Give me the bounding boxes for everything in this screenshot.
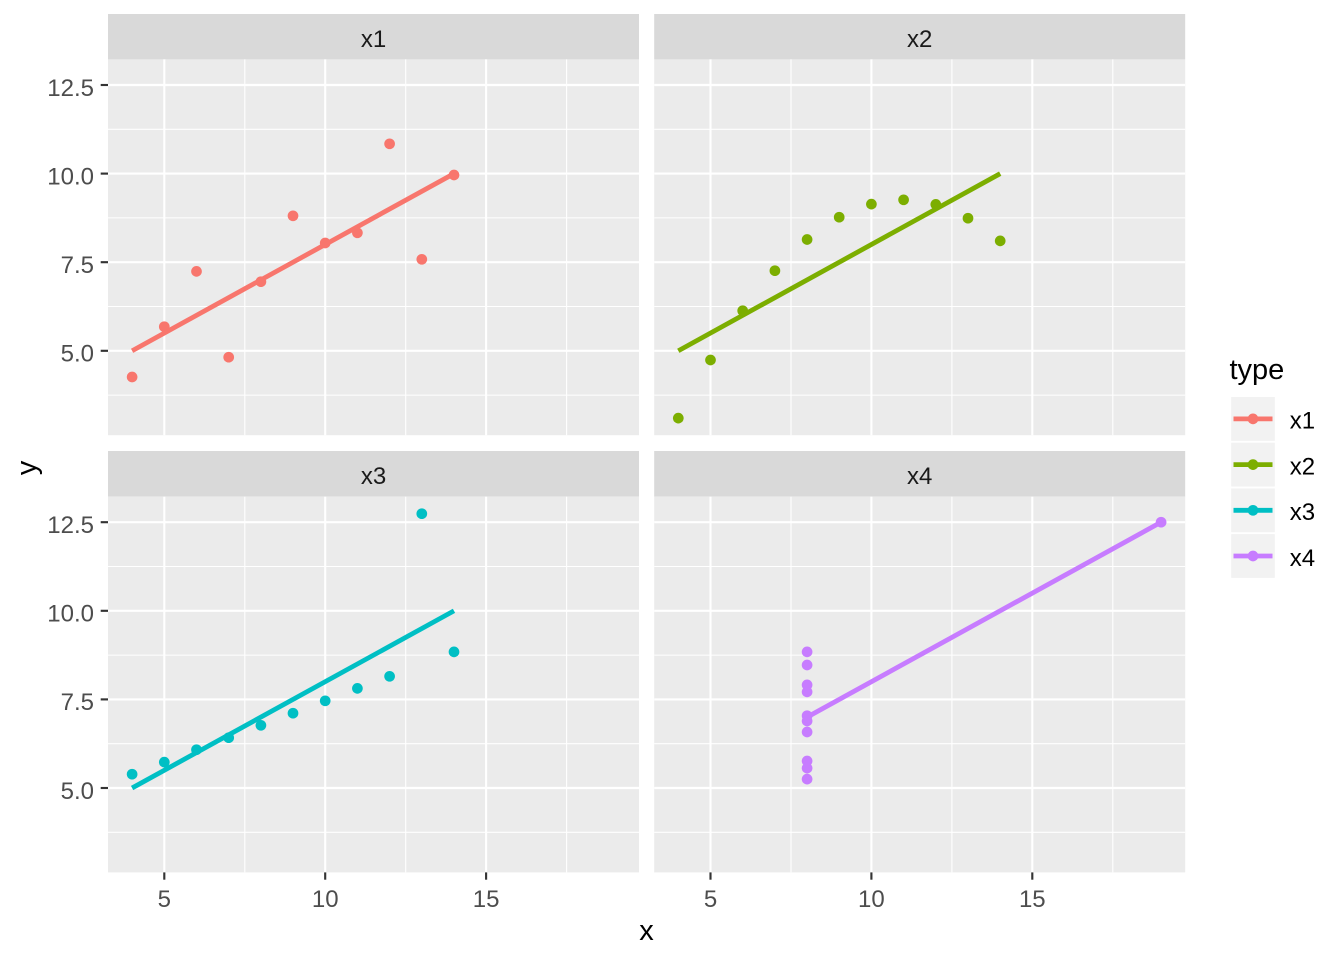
svg-text:10.0: 10.0 — [47, 163, 94, 190]
svg-text:10.0: 10.0 — [47, 601, 94, 628]
svg-text:type: type — [1230, 354, 1285, 386]
svg-text:15: 15 — [473, 886, 500, 913]
svg-text:12.5: 12.5 — [47, 75, 94, 102]
svg-text:10: 10 — [858, 886, 885, 913]
svg-text:y: y — [11, 460, 43, 475]
svg-text:x1: x1 — [1290, 408, 1315, 435]
svg-text:x3: x3 — [1290, 499, 1315, 526]
svg-text:x: x — [639, 915, 654, 947]
svg-text:5: 5 — [704, 886, 717, 913]
svg-text:5.0: 5.0 — [61, 341, 94, 368]
svg-text:x1: x1 — [361, 26, 386, 53]
svg-text:x2: x2 — [1290, 453, 1315, 480]
svg-text:15: 15 — [1019, 886, 1046, 913]
svg-text:x4: x4 — [1290, 545, 1315, 572]
svg-text:x3: x3 — [361, 463, 386, 490]
svg-text:12.5: 12.5 — [47, 512, 94, 539]
svg-text:7.5: 7.5 — [61, 252, 94, 279]
svg-text:5: 5 — [158, 886, 171, 913]
svg-text:x2: x2 — [907, 26, 932, 53]
svg-text:10: 10 — [312, 886, 339, 913]
svg-text:5.0: 5.0 — [61, 778, 94, 805]
svg-text:7.5: 7.5 — [61, 689, 94, 716]
svg-text:x4: x4 — [907, 463, 932, 490]
